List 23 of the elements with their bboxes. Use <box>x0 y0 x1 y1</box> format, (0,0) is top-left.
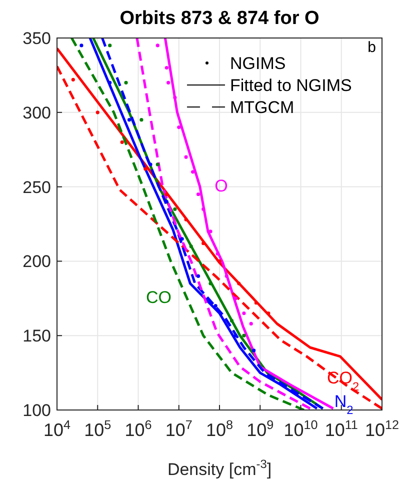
text: CO <box>146 288 172 307</box>
x-tick-label: 10$^{12}$ <box>364 418 400 440</box>
x-tick-label: 10$^{4}$ <box>43 418 71 440</box>
y-tick-label: 300 <box>22 103 51 122</box>
x-tick-label: 10$^{9}$ <box>246 418 274 440</box>
x-tick-label: 10$^{7}$ <box>165 418 192 440</box>
x-tick-label: 10$^{10}$ <box>284 418 318 440</box>
y-tick-label: 350 <box>22 29 51 48</box>
chart-title: Orbits 873 & 874 for O <box>120 8 320 29</box>
y-tick-label: 200 <box>22 252 51 272</box>
annotation: MTGCM <box>230 98 294 117</box>
x-tick-label: 10$^{11}$ <box>324 418 358 440</box>
series-label: O <box>214 176 228 196</box>
y-tick-label: 100 <box>22 401 51 420</box>
x-tick-label: 10$^{8}$ <box>206 418 234 440</box>
y-tick-label: 150 <box>22 326 51 346</box>
x-tick-label: 10$^{5}$ <box>84 418 112 440</box>
annotation: b <box>368 39 376 56</box>
y-tick-label: 250 <box>22 178 51 197</box>
x-tick-label: 10$^{6}$ <box>124 418 152 440</box>
annotation: NGIMS <box>230 54 286 73</box>
x-axis-title: Density [cm$^{-3}$] <box>167 457 272 479</box>
annotation: Fitted to NGIMS <box>230 76 352 95</box>
